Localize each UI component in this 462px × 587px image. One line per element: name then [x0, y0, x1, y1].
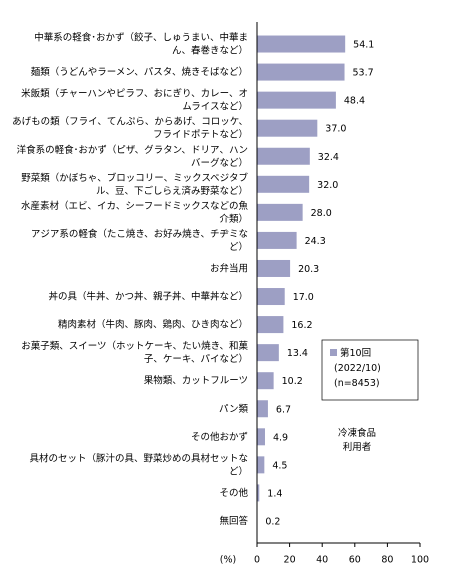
bar [257, 147, 310, 165]
bar [257, 231, 297, 249]
value-label: 28.0 [311, 208, 332, 219]
annotation-line: 利用者 [343, 441, 372, 453]
bar [257, 344, 279, 362]
category-label-line: 丼の具（牛丼、かつ丼、親子丼、中華丼など） [48, 290, 248, 302]
category-label-line: 野菜類（かぼちゃ、ブロッコリー、ミックスベジタブ [21, 171, 248, 183]
annotation-line: 冷凍食品 [338, 427, 376, 439]
category-label-line: パン類 [219, 403, 248, 414]
bar [257, 175, 310, 193]
legend-label-line: 第10回 [340, 347, 371, 359]
x-tick-label: 80 [381, 555, 393, 566]
x-axis-label: (%) [220, 555, 236, 566]
category-label: その他おかず [191, 430, 248, 442]
value-label: 17.0 [293, 292, 314, 303]
category-label-line: 中華系の軽食･おかず（餃子、しゅうまい、中華ま [34, 31, 248, 43]
value-label: 16.2 [291, 320, 312, 331]
category-label-line: あげもの類（フライ、てんぷら、からあげ、コロッケ、 [12, 115, 248, 127]
category-label-line: 具材のセット（豚汁の具、野菜炒めの具材セットな [29, 452, 248, 464]
legend-label-line: (2022/10) [334, 363, 381, 374]
bar [257, 484, 260, 502]
value-label: 6.7 [276, 404, 291, 415]
bar [257, 63, 345, 81]
category-label-line: 無回答 [219, 514, 248, 526]
bar [257, 372, 274, 390]
category-label: 麺類（うどんやラーメン、パスタ、焼きそばなど） [31, 66, 248, 78]
x-tick-label: 60 [349, 555, 361, 566]
category-label-line: 子、ケーキ、パイなど） [144, 353, 248, 365]
value-label: 48.4 [344, 96, 365, 107]
category-label-line: ル、豆、下ごしらえ済み野菜など） [96, 184, 248, 196]
bar [257, 400, 268, 418]
bar [257, 119, 318, 137]
bar [257, 316, 284, 334]
category-label: その他 [219, 486, 248, 498]
category-label-line: ど） [229, 465, 248, 477]
category-label: 果物類、カットフルーツ [144, 374, 248, 386]
value-label: 20.3 [298, 264, 319, 275]
bar [257, 91, 336, 109]
category-label-line: その他 [219, 486, 248, 498]
category-label-line: 果物類、カットフルーツ [144, 374, 248, 386]
value-label: 0.2 [265, 516, 280, 527]
category-label: アジア系の軽食（たこ焼き、お好み焼き、チヂミなど） [31, 227, 248, 252]
category-label-line: ど） [229, 240, 248, 252]
category-label: 野菜類（かぼちゃ、ブロッコリー、ミックスベジタブル、豆、下ごしらえ済み野菜など） [21, 171, 248, 196]
category-label-line: その他おかず [191, 430, 248, 442]
bar [257, 259, 291, 277]
legend-swatch [330, 349, 337, 356]
value-label: 10.2 [282, 376, 303, 387]
value-label: 32.4 [318, 152, 339, 163]
value-label: 24.3 [305, 236, 326, 247]
category-label: 米飯類（チャーハンやピラフ、おにぎり、カレー、オムライスなど） [21, 87, 248, 112]
value-label: 1.4 [267, 488, 282, 499]
bar [257, 456, 265, 474]
category-label: 具材のセット（豚汁の具、野菜炒めの具材セットなど） [29, 452, 248, 477]
category-label: お弁当用 [210, 262, 248, 274]
category-label: パン類 [219, 403, 248, 414]
x-tick-label: 0 [254, 555, 260, 566]
category-label-line: 水産素材（エビ、イカ、シーフードミックスなどの魚 [21, 199, 248, 211]
category-label: 精肉素材（牛肉、豚肉、鶏肉、ひき肉など） [58, 318, 248, 330]
x-tick-label: 20 [284, 555, 296, 566]
bar [257, 428, 265, 446]
category-label-line: お弁当用 [210, 262, 248, 274]
value-label: 54.1 [353, 40, 374, 51]
category-label-line: 麺類（うどんやラーメン、パスタ、焼きそばなど） [31, 66, 248, 78]
bar [257, 35, 346, 53]
legend-label: 第10回 (2022/10) (n=8453) [334, 347, 381, 389]
category-label: 水産素材（エビ、イカ、シーフードミックスなどの魚介類） [21, 199, 248, 224]
category-label-line: ムライスなど） [182, 100, 248, 112]
value-label: 32.0 [317, 180, 338, 191]
category-label: 中華系の軽食･おかず（餃子、しゅうまい、中華まん、春巻きなど） [34, 31, 248, 56]
category-label-line: 精肉素材（牛肉、豚肉、鶏肉、ひき肉など） [58, 318, 248, 330]
category-label-line: 米飯類（チャーハンやピラフ、おにぎり、カレー、オ [21, 87, 248, 99]
legend-box [321, 339, 419, 401]
annotation: 冷凍食品利用者 [338, 427, 376, 453]
bar [257, 288, 285, 306]
x-tick-label: 100 [411, 555, 429, 566]
bar [257, 203, 303, 221]
category-label-line: 介類） [219, 212, 248, 224]
legend-label-line: (n=8453) [334, 378, 380, 389]
value-label: 37.0 [325, 124, 346, 135]
category-label: 無回答 [219, 514, 248, 526]
category-label: 洋食系の軽食･おかず（ピザ、グラタン、ドリア、ハンバーグなど） [17, 143, 248, 168]
category-label: あげもの類（フライ、てんぷら、からあげ、コロッケ、フライドポテトなど） [12, 115, 248, 140]
value-label: 4.5 [272, 460, 287, 471]
value-label: 4.9 [273, 432, 288, 443]
value-label: 13.4 [287, 348, 308, 359]
category-label: お菓子類、スイーツ（ホットケーキ、たい焼き、和菓子、ケーキ、パイなど） [21, 340, 248, 365]
category-label-line: フライドポテトなど） [153, 128, 248, 140]
category-label-line: 洋食系の軽食･おかず（ピザ、グラタン、ドリア、ハン [17, 143, 248, 155]
category-label-line: バーグなど） [191, 156, 248, 168]
category-label-line: お菓子類、スイーツ（ホットケーキ、たい焼き、和菓 [21, 340, 248, 352]
x-tick-label: 40 [316, 555, 328, 566]
category-label-line: ん、春巻きなど） [172, 44, 248, 56]
value-label: 53.7 [353, 68, 374, 79]
category-label-line: アジア系の軽食（たこ焼き、お好み焼き、チヂミな [31, 227, 248, 239]
category-label: 丼の具（牛丼、かつ丼、親子丼、中華丼など） [48, 290, 248, 302]
